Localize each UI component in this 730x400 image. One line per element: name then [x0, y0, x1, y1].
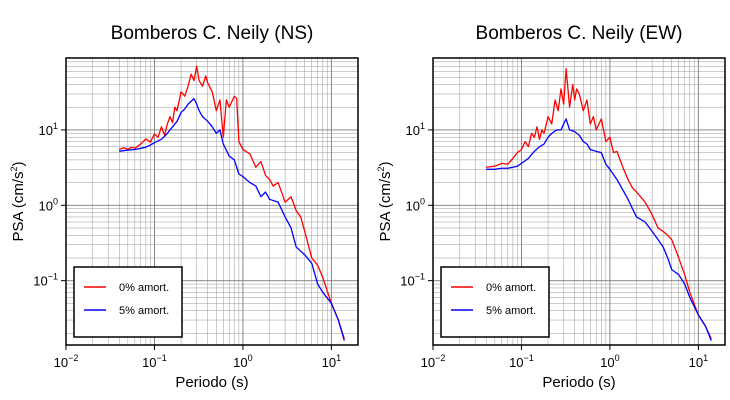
- chart-ew: 10−2 10−1 100 101 10−1 100 101 Bomberos C. Neil…: [376, 23, 726, 391]
- x-axis-label: Periodo (s): [175, 374, 248, 391]
- x-axis-label: Periodo (s): [542, 374, 615, 391]
- x-tick-label: 10−2: [421, 353, 446, 370]
- y-axis-label: PSA (cm/s2): [376, 161, 394, 241]
- x-tick-label: 10−1: [509, 353, 534, 370]
- plot-frame: [65, 57, 359, 346]
- x-tick-label: 100: [600, 353, 619, 370]
- legend-box: [440, 266, 550, 338]
- legend-label: 0% amort.: [119, 282, 169, 294]
- chart-title: Bomberos C. Neily (NS): [111, 23, 314, 44]
- x-tick-label: 100: [233, 353, 252, 370]
- plot-frame: [432, 57, 726, 346]
- legend-label: 5% amort.: [119, 305, 169, 317]
- series-line-damped: [486, 118, 712, 341]
- series-line-undamped: [486, 68, 712, 339]
- legend-box: [73, 266, 183, 338]
- y-axis-label: PSA (cm/s2): [9, 161, 27, 241]
- series-line-damped: [119, 97, 345, 341]
- chart-ns: 10−2 10−1 100 101 10−1 100 101 Bomberos C. Neil…: [9, 23, 359, 391]
- y-tick-label: 100: [406, 196, 425, 213]
- chart-title: Bomberos C. Neily (EW): [476, 23, 683, 44]
- y-tick-label: 100: [39, 196, 58, 213]
- legend: 0% amort. 5% amort.: [73, 266, 183, 338]
- series-line-undamped: [119, 65, 345, 339]
- x-tick-label: 10−2: [54, 353, 79, 370]
- x-tick-label: 10−1: [142, 353, 167, 370]
- x-tick-label: 101: [689, 353, 708, 370]
- x-tick-label: 101: [322, 353, 341, 370]
- legend: 0% amort. 5% amort.: [440, 266, 550, 338]
- y-tick-label: 10−1: [400, 272, 425, 289]
- y-tick-label: 101: [406, 121, 425, 138]
- y-tick-label: 101: [39, 121, 58, 138]
- y-tick-label: 10−1: [33, 272, 58, 289]
- legend-label: 0% amort.: [486, 282, 536, 294]
- grid: [432, 57, 726, 345]
- legend-label: 5% amort.: [486, 305, 536, 317]
